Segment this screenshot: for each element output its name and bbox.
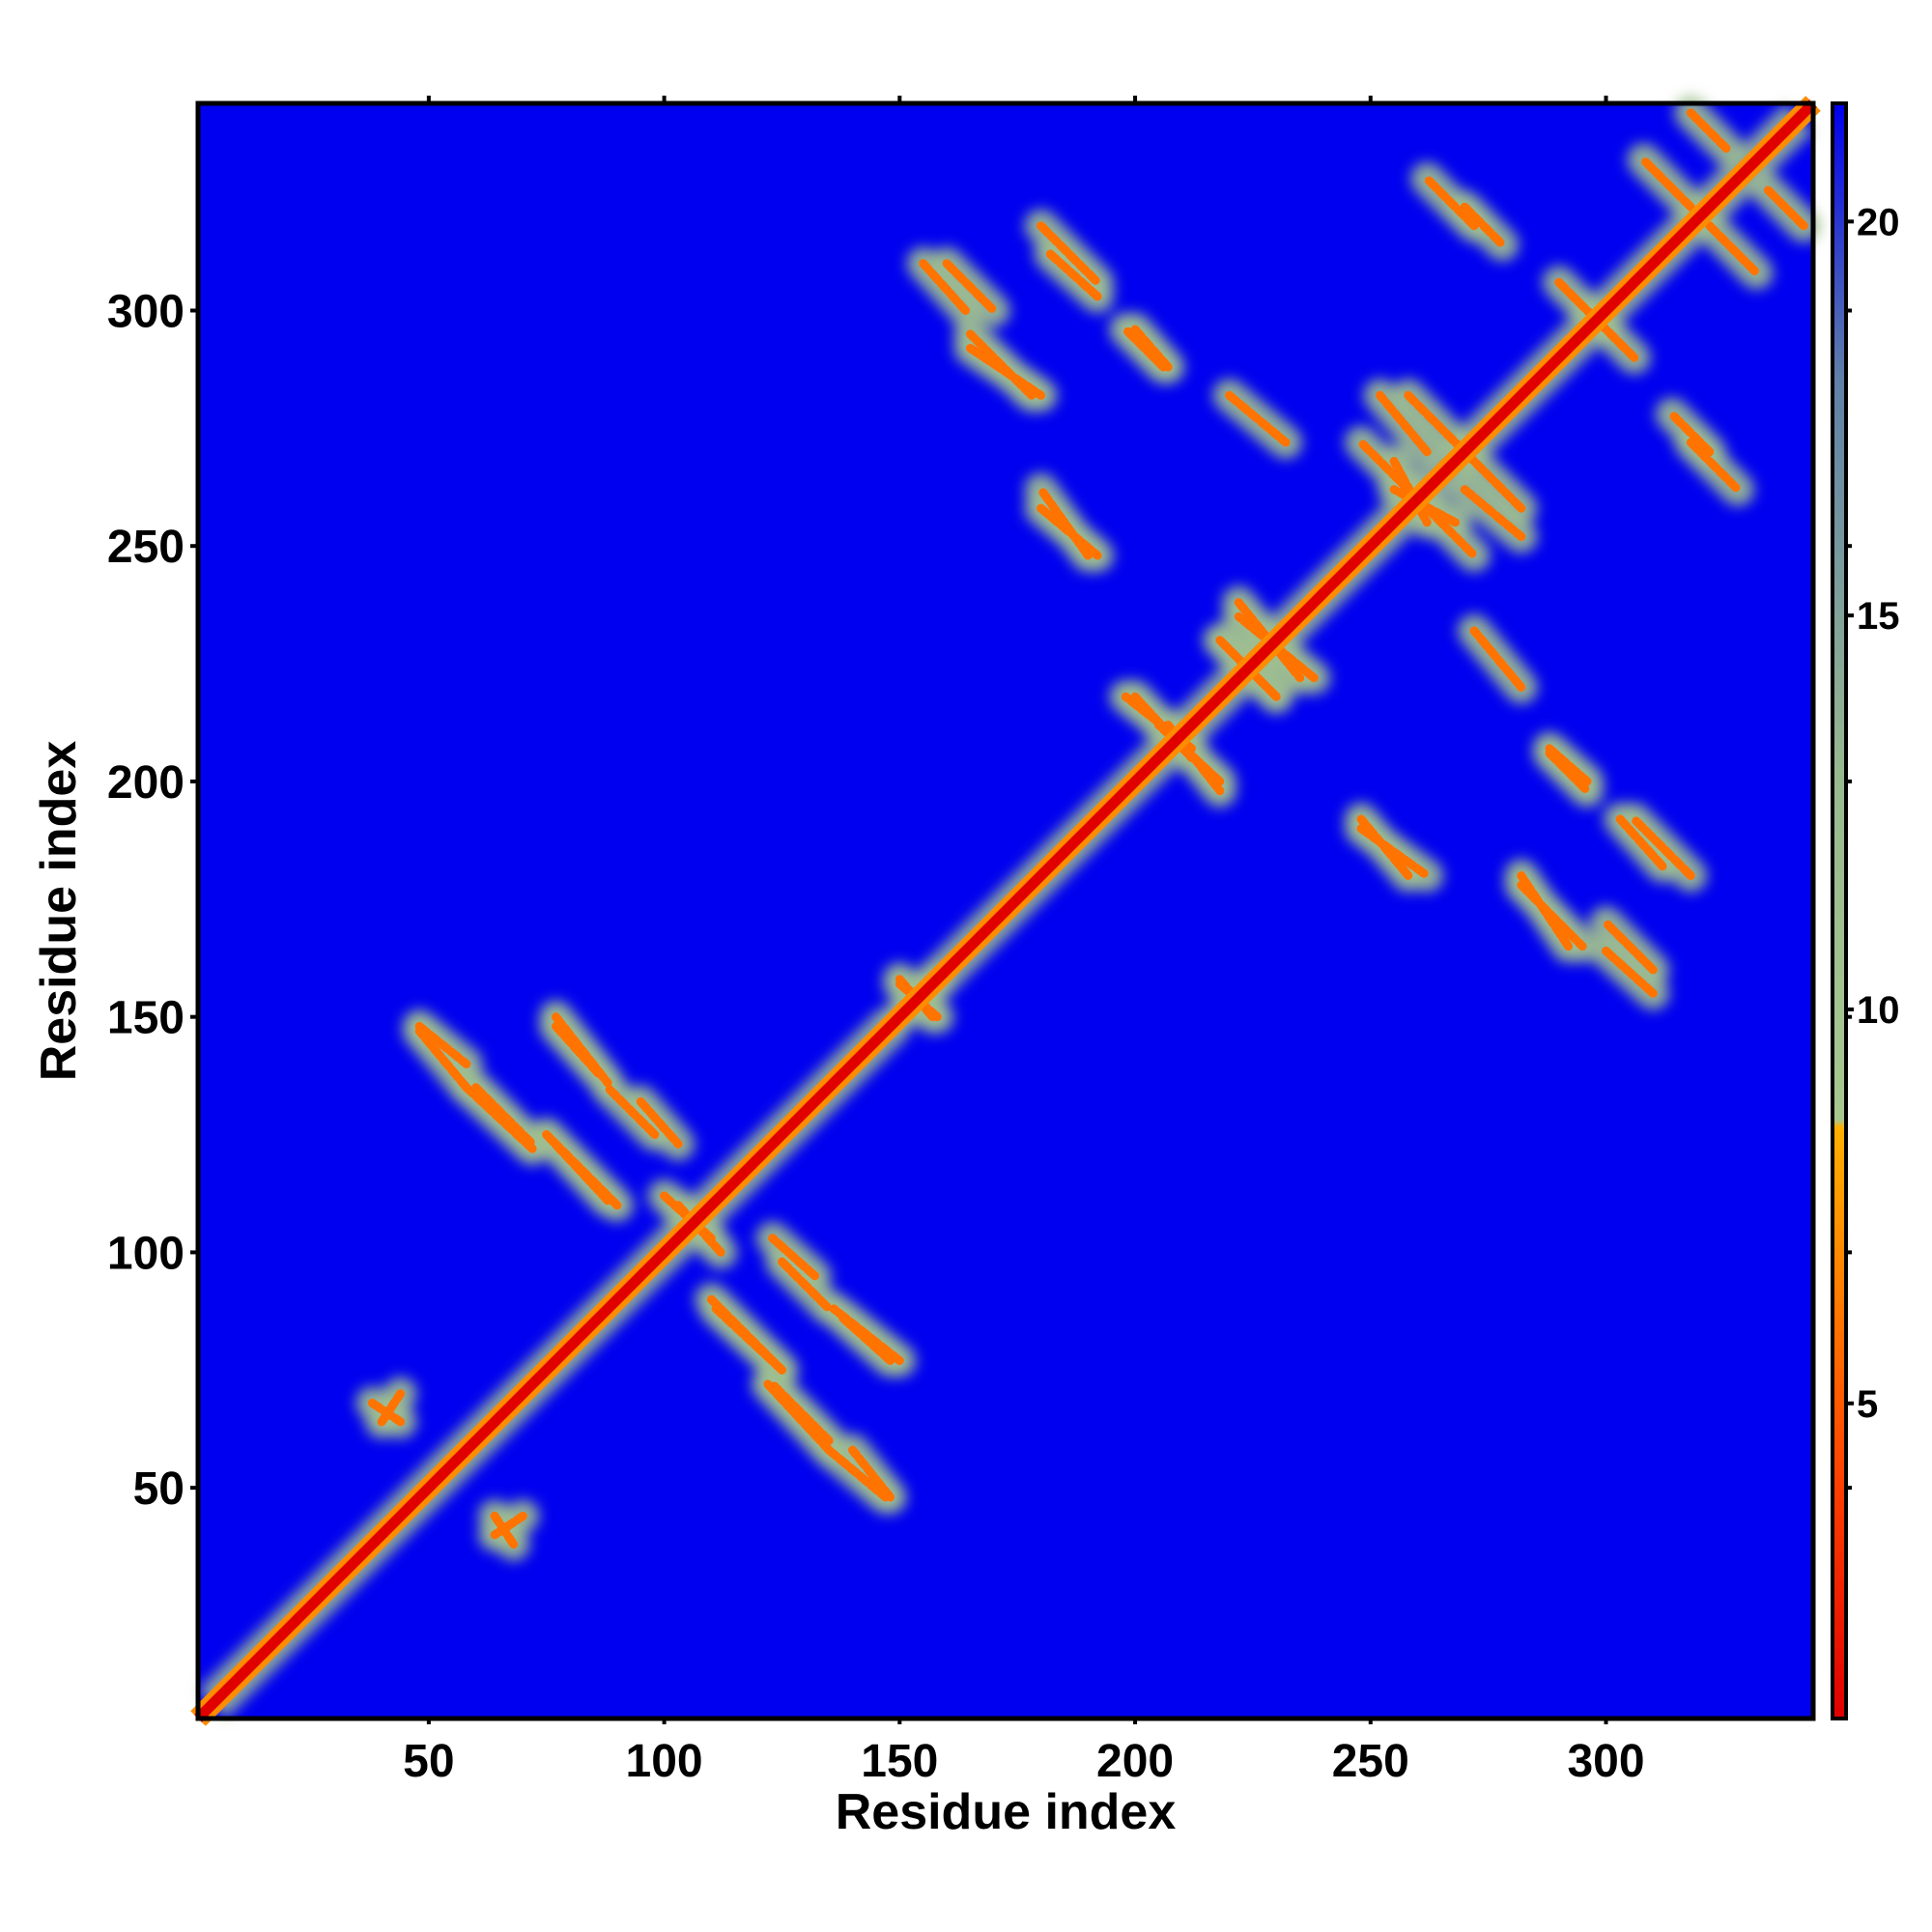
x-axis-title: Residue index <box>836 1784 1177 1840</box>
contact-segment <box>1469 626 1526 692</box>
x-tick-label: 50 <box>403 1736 454 1787</box>
contact-segment <box>1460 485 1526 541</box>
contact-segment <box>1404 390 1469 457</box>
contact-segment <box>1037 485 1093 560</box>
contact-segment <box>1517 880 1587 952</box>
contact-segment <box>1422 503 1479 560</box>
contact-segment <box>1630 814 1695 880</box>
contact-segment <box>1045 249 1102 301</box>
x-tick-label: 150 <box>861 1736 938 1787</box>
diagonal-core <box>194 99 1817 1722</box>
contact-segment <box>1639 155 1695 212</box>
contact-segment <box>1705 221 1762 277</box>
contact-segment <box>1761 184 1808 231</box>
contact-segment <box>414 1021 471 1068</box>
contact-segment <box>1686 108 1733 156</box>
contact-segment <box>603 1083 660 1140</box>
contact-segment <box>462 1083 537 1153</box>
contact-segment <box>1356 824 1432 880</box>
colorbar-tick-label: 5 <box>1857 1383 1878 1426</box>
plot-frame <box>195 100 1816 1721</box>
contact-segment <box>414 1026 471 1093</box>
y-tick-label: 300 <box>107 286 185 337</box>
contact-segment <box>1121 325 1168 372</box>
contact-segment <box>1225 390 1291 447</box>
contact-segment <box>636 1096 683 1149</box>
contact-segment <box>777 1257 834 1314</box>
contact-segment <box>824 1445 891 1502</box>
y-tick-label: 200 <box>107 757 185 809</box>
contact-segment <box>942 259 999 315</box>
x-tick-label: 100 <box>626 1736 703 1787</box>
y-axis: 50 100 150 200 250 300 <box>107 286 198 1515</box>
contact-segment <box>848 1445 895 1502</box>
contact-segment <box>1615 814 1667 871</box>
contact-segment <box>377 1389 406 1427</box>
contact-segment <box>542 1130 622 1210</box>
colorbar-tick-label: 15 <box>1857 595 1900 638</box>
x-tick-label: 300 <box>1567 1736 1644 1787</box>
contact-segment <box>1376 390 1432 457</box>
contact-segment <box>965 329 1037 400</box>
contact-segment <box>1037 221 1102 287</box>
contact-segment <box>551 1021 603 1078</box>
x-axis: 50 100 150 200 250 300 <box>403 96 1645 1787</box>
colorbar <box>1831 101 1848 1720</box>
heatmap-cells <box>190 96 1821 1726</box>
y-tick-label: 50 <box>133 1463 185 1515</box>
contact-segment <box>1667 410 1715 457</box>
contact-segment <box>838 1314 895 1366</box>
contact-segment <box>763 1379 834 1455</box>
y-tick-label: 100 <box>107 1228 185 1279</box>
contact-segment <box>1686 438 1743 495</box>
contact-segment <box>490 1511 527 1540</box>
colorbar-axis: 5 10 15 20 <box>1846 201 1900 1491</box>
contact-segment <box>1460 202 1507 249</box>
contact-segment <box>768 1234 820 1281</box>
contact-segment <box>706 1294 786 1375</box>
y-tick-label: 150 <box>107 993 185 1044</box>
contact-segment <box>1602 946 1658 998</box>
colorbar-tick-label: 10 <box>1857 989 1900 1032</box>
contact-segment <box>1356 438 1413 495</box>
contact-segment <box>1545 749 1592 796</box>
y-axis-title: Residue index <box>31 741 87 1082</box>
contact-segment <box>919 259 971 315</box>
x-tick-label: 250 <box>1332 1736 1409 1787</box>
contact-segment <box>1422 174 1479 231</box>
contact-segment <box>1460 447 1526 513</box>
x-tick-label: 200 <box>1096 1736 1174 1787</box>
y-tick-label: 250 <box>107 522 185 573</box>
contact-segment <box>1602 918 1658 975</box>
colorbar-tick-label: 20 <box>1857 201 1900 243</box>
